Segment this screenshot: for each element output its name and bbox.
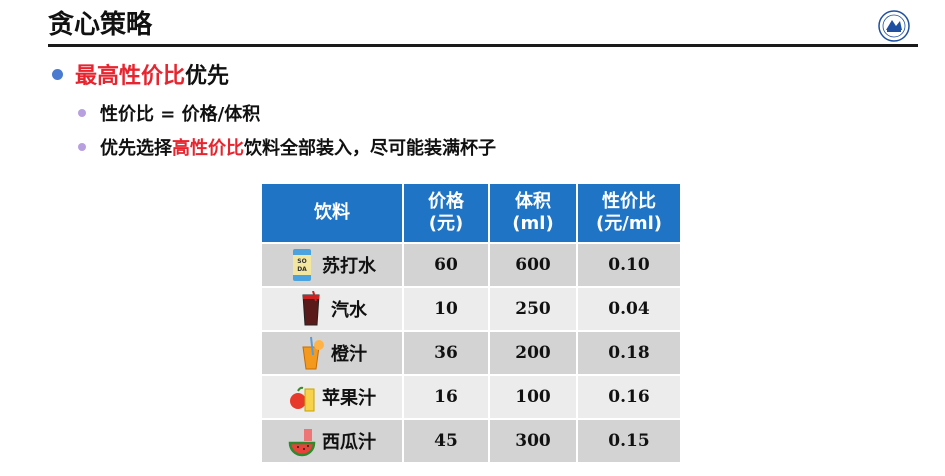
sub-bullet-text-post: 饮料全部装入，尽可能装满杯子	[244, 138, 496, 159]
apple-juice-icon	[290, 386, 315, 412]
table-header-row: 饮料 价格 (元) 体积 (ml) 性价比 (元/ml)	[262, 184, 680, 243]
cell-volume: 600	[489, 242, 578, 287]
cola-glass-icon	[302, 291, 320, 326]
cell-ratio: 0.16	[577, 374, 680, 419]
cell-name: 苹果汁	[262, 374, 404, 419]
cell-volume: 300	[489, 418, 578, 462]
sub-bullet-2: 优先选择 高性价比 饮料全部装入，尽可能装满杯子	[78, 134, 496, 160]
soda-can-icon: SO DA	[293, 249, 311, 281]
cell-price: 60	[403, 242, 490, 287]
bullet-main: 最高性价比 优先	[52, 58, 229, 90]
header-price: 价格 (元)	[403, 184, 490, 243]
cell-name: SO DA 苏打水	[262, 242, 404, 287]
cell-ratio: 0.04	[577, 286, 680, 331]
header-volume: 体积 (ml)	[489, 184, 578, 243]
cell-name: 汽水	[262, 286, 404, 331]
cell-price: 45	[403, 418, 490, 462]
sub-bullet-text-pre: 优先选择	[100, 138, 172, 159]
highlight-text: 最高性价比	[75, 64, 186, 89]
header-ratio: 性价比 (元/ml)	[577, 184, 680, 243]
cell-name: 西瓜汁	[262, 418, 404, 462]
table-row: 西瓜汁 45 300 0.15	[262, 418, 680, 462]
cell-volume: 250	[489, 286, 578, 331]
sub-bullet-dot	[78, 109, 86, 117]
cell-price: 10	[403, 286, 490, 331]
svg-text:DA: DA	[297, 266, 307, 273]
cell-name: 橙汁	[262, 330, 404, 375]
cell-volume: 200	[489, 330, 578, 375]
bullet-text: 优先	[185, 64, 230, 89]
header-beverage: 饮料	[262, 184, 404, 243]
title-divider	[48, 44, 918, 47]
cell-price: 36	[403, 330, 490, 375]
cell-ratio: 0.15	[577, 418, 680, 462]
highlight-text: 高性价比	[172, 138, 244, 159]
table-row: 苹果汁 16 100 0.16	[262, 374, 680, 419]
table-row: 汽水 10 250 0.04	[262, 286, 680, 331]
cell-ratio: 0.18	[577, 330, 680, 375]
orange-juice-icon	[302, 336, 324, 370]
table-row: 橙汁 36 200 0.18	[262, 330, 680, 375]
watermelon-icon	[288, 429, 316, 457]
beverage-table: 饮料 价格 (元) 体积 (ml) 性价比 (元/ml) SO DA 苏打水 60 6…	[262, 184, 680, 462]
table-row: SO DA 苏打水 60 600 0.10	[262, 242, 680, 287]
sub-bullet-text: 性价比 = 价格/体积	[100, 104, 261, 125]
sub-bullet-1: 性价比 = 价格/体积	[78, 100, 260, 126]
svg-text:SO: SO	[297, 258, 306, 265]
cell-price: 16	[403, 374, 490, 419]
cell-volume: 100	[489, 374, 578, 419]
university-logo-icon	[878, 10, 910, 42]
page-title: 贪心策略	[48, 10, 153, 40]
cell-ratio: 0.10	[577, 242, 680, 287]
bullet-dot	[52, 68, 63, 80]
sub-bullet-dot	[78, 143, 86, 151]
